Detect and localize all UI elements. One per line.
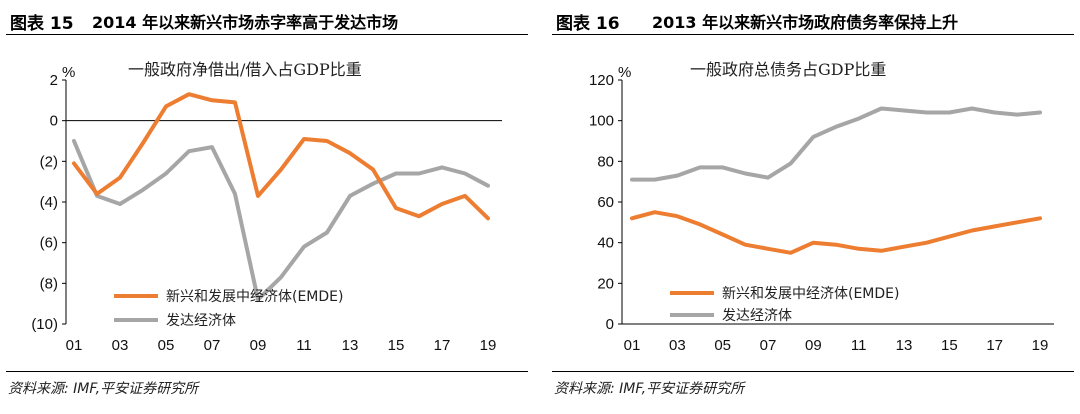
chart0-series-advanced-line <box>72 139 490 302</box>
chart0-y-tick-label: (6) <box>40 235 58 252</box>
chart0-legend-label-0: 新兴和发展中经济体(EMDE) <box>166 289 343 305</box>
chart0-x-tick-label: 11 <box>296 337 312 354</box>
chart0-x-tick-label: 09 <box>250 337 267 354</box>
figure-16-source-rule <box>552 371 1074 372</box>
figure-16-source-note: 资料来源: IMF,平安证券研究所 <box>554 381 745 397</box>
chart0-plot-title: 一般政府净借出/借入占GDP比重 <box>128 60 362 79</box>
chart1-x-tick-label: 07 <box>760 337 777 354</box>
figure-16-title: 2013 年以来新兴市场政府债务率保持上升 <box>652 13 959 32</box>
chart0-x-tick-label: 07 <box>204 337 221 354</box>
chart1-y-tick-label: 60 <box>597 194 614 211</box>
chart1-x-tick-label: 09 <box>805 337 822 354</box>
chart1-x-tick-label: 03 <box>669 337 686 354</box>
chart1-unit-label: % <box>618 64 631 81</box>
figure-15-title: 2014 年以来新兴市场赤字率高于发达市场 <box>92 13 399 32</box>
chart1-y-tick-label: 0 <box>606 316 614 333</box>
chart0-x-tick-label: 13 <box>342 337 359 354</box>
figure-16-chart: 一般政府总债务占GDP比重%120 100 80 60 40 20 0 01 03 05 07 09 1… <box>589 60 1054 354</box>
chart0-y-tick-label: (8) <box>40 275 58 292</box>
figure-16-header: 图表 16 2013 年以来新兴市场政府债务率保持上升 <box>552 0 1074 35</box>
chart1-y-tick-label: 80 <box>597 153 614 170</box>
chart0-x-tick-label: 19 <box>480 337 497 354</box>
chart1-y-tick-label: 20 <box>597 275 614 292</box>
chart0-y-tick-label: (2) <box>40 153 58 170</box>
figure-15-panel: 图表 15 2014 年以来新兴市场赤字率高于发达市场 一般政府净借出/借入占G… <box>6 0 528 414</box>
figure-15-header: 图表 15 2014 年以来新兴市场赤字率高于发达市场 <box>6 0 528 35</box>
chart1-y-tick-label: 100 <box>589 113 614 130</box>
figure-15-chart: 一般政府净借出/借入占GDP比重%2 0 (2) (4) (6) (8) (10) 01 03 0… <box>31 60 502 354</box>
figure-15-number: 图表 15 <box>10 14 74 34</box>
chart1-y-tick-label: 120 <box>589 72 614 89</box>
chart0-y-tick-label: 0 <box>50 113 58 130</box>
chart0-legend-label-1: 发达经济体 <box>166 313 236 329</box>
chart0-y-tick-label: 2 <box>50 72 58 89</box>
figure-16-number: 图表 16 <box>556 14 620 34</box>
chart1-series-emde-line <box>630 210 1042 255</box>
chart0-y-tick-label: (4) <box>40 194 58 211</box>
chart1-x-tick-label: 17 <box>986 337 1003 354</box>
chart1-x-tick-label: 19 <box>1032 337 1049 354</box>
chart1-x-tick-label: 01 <box>624 337 641 354</box>
chart1-x-tick-label: 15 <box>941 337 958 354</box>
figure-16-panel: 图表 16 2013 年以来新兴市场政府债务率保持上升 一般政府总债务占GDP比… <box>552 0 1074 414</box>
chart1-plot-title: 一般政府总债务占GDP比重 <box>690 60 886 79</box>
chart0-x-tick-label: 15 <box>388 337 405 354</box>
chart1-y-tick-label: 40 <box>597 235 614 252</box>
figure-15-source-rule <box>6 371 528 372</box>
chart0-unit-label: % <box>62 64 75 81</box>
chart1-x-tick-label: 11 <box>851 337 867 354</box>
chart1-x-tick-label: 05 <box>714 337 731 354</box>
figure-15-source-note: 资料来源: IMF,平安证券研究所 <box>8 381 199 397</box>
chart1-legend-label-1: 发达经济体 <box>722 308 792 324</box>
chart1-x-tick-label: 13 <box>896 337 913 354</box>
chart1-legend-label-0: 新兴和发展中经济体(EMDE) <box>722 286 899 302</box>
chart0-y-tick-label: (10) <box>31 316 58 333</box>
chart0-series-emde-line <box>72 92 490 221</box>
chart0-x-tick-label: 01 <box>66 337 83 354</box>
chart0-x-tick-label: 03 <box>112 337 129 354</box>
chart1-series-advanced-line <box>630 106 1042 182</box>
chart0-x-tick-label: 17 <box>434 337 451 354</box>
chart0-x-tick-label: 05 <box>158 337 175 354</box>
